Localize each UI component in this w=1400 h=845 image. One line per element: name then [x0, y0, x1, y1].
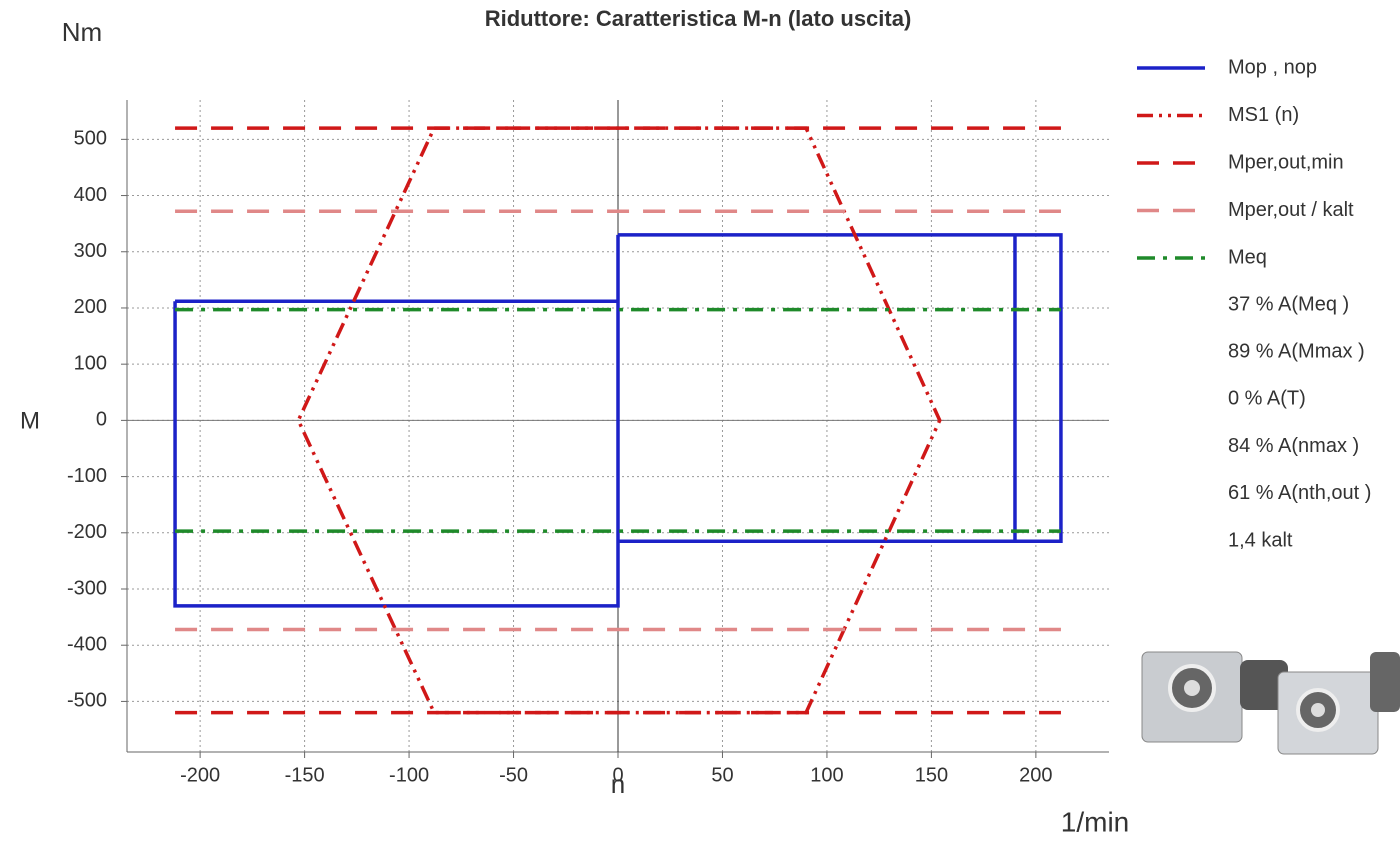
y-tick-label: -200 [67, 521, 107, 543]
x-tick-label: 150 [915, 764, 948, 786]
legend-label: Mper,out / kalt [1228, 199, 1354, 221]
x-tick-label: -200 [180, 764, 220, 786]
x-tick-label: -50 [499, 764, 528, 786]
y-axis-label: M [20, 407, 40, 434]
x-tick-label: -100 [389, 764, 429, 786]
annotation: 37 % A(Meq ) [1228, 293, 1349, 315]
chart-title: Riduttore: Caratteristica M-n (lato usci… [485, 6, 912, 31]
y-tick-label: -300 [67, 577, 107, 599]
legend-label: Mop , nop [1228, 56, 1317, 78]
y-tick-label: -500 [67, 690, 107, 712]
y-tick-label: 200 [74, 296, 107, 318]
x-tick-label: 0 [612, 764, 623, 786]
y-unit: Nm [62, 17, 102, 47]
legend-label: Meq [1228, 246, 1267, 268]
annotation: 0 % A(T) [1228, 388, 1306, 410]
x-axis-label: n [611, 769, 625, 799]
x-tick-label: -150 [285, 764, 325, 786]
series-line [175, 209, 1061, 632]
y-tick-label: 400 [74, 184, 107, 206]
legend-label: MS1 (n) [1228, 104, 1299, 126]
x-unit: 1/min [1061, 806, 1129, 837]
x-tick-label: 100 [810, 764, 843, 786]
series-line [175, 307, 1061, 533]
x-tick-label: 200 [1019, 764, 1052, 786]
y-tick-label: 500 [74, 128, 107, 150]
annotation: 89 % A(Mmax ) [1228, 340, 1365, 362]
series-line [175, 126, 1061, 715]
series-line [173, 233, 1063, 608]
y-tick-label: 300 [74, 240, 107, 262]
x-tick-label: 50 [711, 764, 733, 786]
gearbox-image [1141, 651, 1400, 755]
annotation: 1,4 kalt [1228, 529, 1293, 551]
y-tick-label: 100 [74, 352, 107, 374]
y-tick-label: -100 [67, 465, 107, 487]
y-tick-label: 0 [96, 409, 107, 431]
y-tick-label: -400 [67, 633, 107, 655]
annotation: 84 % A(nmax ) [1228, 435, 1359, 457]
legend-label: Mper,out,min [1228, 151, 1344, 173]
annotation: 61 % A(nth,out ) [1228, 482, 1371, 504]
